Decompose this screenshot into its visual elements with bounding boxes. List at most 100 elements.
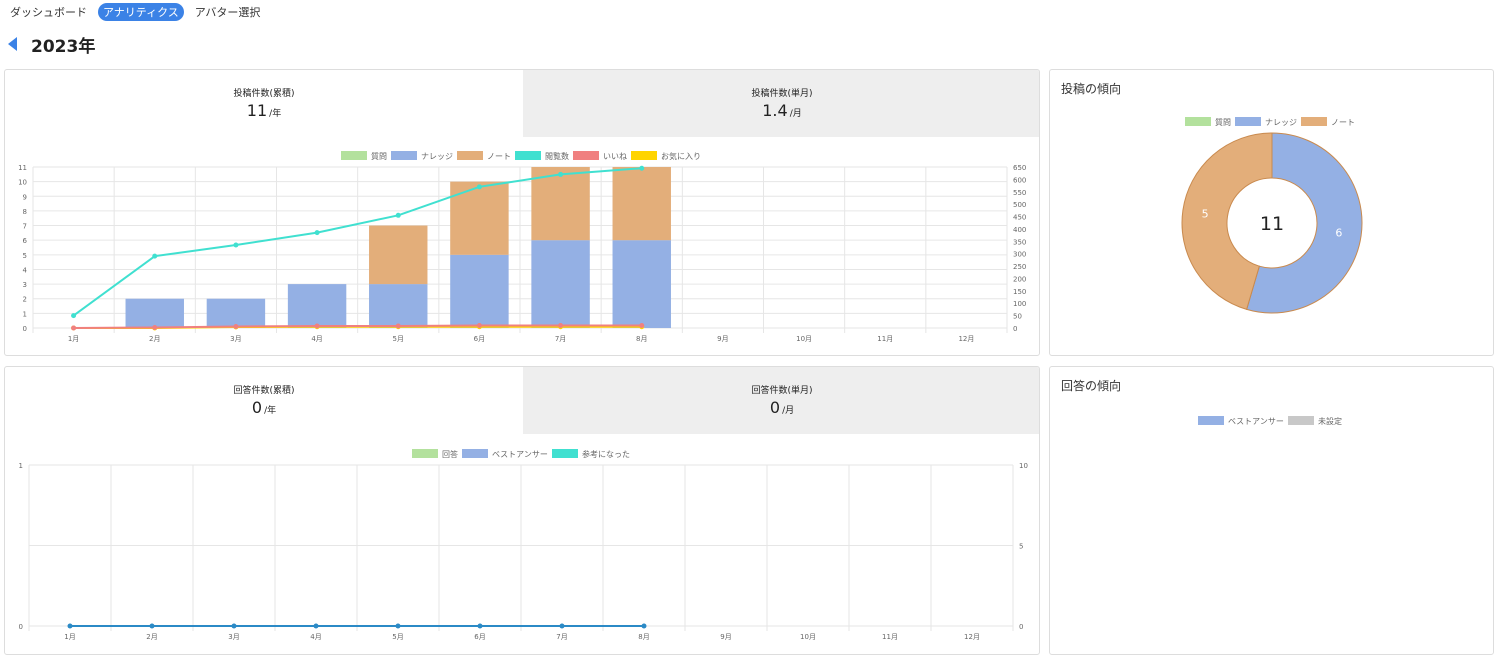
donut-slice-label-2: 6 xyxy=(1335,227,1342,240)
answers-monthly-stat: 回答件数(単月) 0/月 xyxy=(523,367,1039,434)
legend-answers-3-label: 参考になった xyxy=(582,449,630,459)
posts-y2axis-tick-13: 650 xyxy=(1013,164,1026,172)
answers-y2axis-tick-1: 5 xyxy=(1019,543,1023,551)
posts-point-series-5-7 xyxy=(558,323,564,329)
posts-cumulative-label: 投稿件数(累積) xyxy=(233,89,295,99)
donut-slice-3 xyxy=(1181,132,1273,310)
legend-posts-donut-3-swatch xyxy=(1301,117,1327,126)
posts-yaxis-tick-4: 4 xyxy=(23,266,28,274)
posts-yaxis-tick-8: 8 xyxy=(23,208,27,216)
donut-center-total: 11 xyxy=(1260,213,1284,235)
answers-point-series-3-1 xyxy=(67,623,73,629)
posts-y2axis-tick-6: 300 xyxy=(1013,251,1026,259)
answers-point-series-3-6 xyxy=(477,623,483,629)
posts-point-series-5-2 xyxy=(152,325,158,331)
tab-dashboard[interactable]: ダッシュボード xyxy=(10,6,87,19)
posts-yaxis-tick-0: 0 xyxy=(23,325,27,333)
posts-trend-title: 投稿の傾向 xyxy=(1061,82,1122,96)
legend-answers-donut-2-swatch xyxy=(1288,416,1314,425)
previous-year-arrow-icon[interactable] xyxy=(8,37,17,51)
posts-monthly-value: 1.4 xyxy=(762,101,788,120)
answers-chart-card: 回答件数(累積) 0/年 回答件数(単月) 0/月 0 1 0 5 10 1月 2月 3月 4月… xyxy=(4,366,1040,655)
posts-cumulative-value-row: 11/年 xyxy=(5,101,523,120)
answers-trend-donut-chart: ベストアンサー 未設定 xyxy=(1198,416,1342,426)
legend-posts-5-label: いいね xyxy=(603,152,627,161)
legend-posts-1-swatch xyxy=(341,151,367,160)
answers-point-series-3-2 xyxy=(149,623,155,629)
posts-bar-series-2-4 xyxy=(287,284,347,328)
page-title: 2023年 xyxy=(31,36,96,57)
answers-y2axis-tick-0: 0 xyxy=(1019,623,1023,631)
legend-posts-donut-1-label: 質問 xyxy=(1215,117,1231,127)
posts-yaxis-tick-11: 11 xyxy=(18,164,27,172)
posts-point-series-4-5 xyxy=(395,212,401,218)
posts-point-series-5-1 xyxy=(71,325,77,331)
posts-yaxis-tick-9: 9 xyxy=(23,193,27,201)
posts-y2axis-tick-12: 600 xyxy=(1013,176,1026,184)
posts-point-series-5-6 xyxy=(476,323,482,329)
posts-xaxis-tick-11: 11月 xyxy=(877,335,893,343)
answers-point-series-3-7 xyxy=(559,623,565,629)
posts-point-series-4-4 xyxy=(314,230,320,236)
answers-xaxis-tick-1: 1月 xyxy=(64,633,75,641)
posts-bar-series-3-5 xyxy=(369,225,428,285)
posts-xaxis-tick-4: 4月 xyxy=(311,335,322,343)
answers-xaxis-tick-12: 12月 xyxy=(964,633,980,641)
answers-yaxis-tick-1: 1 xyxy=(19,462,23,470)
posts-yaxis-tick-2: 2 xyxy=(23,296,27,304)
posts-bar-series-2-7 xyxy=(531,240,590,328)
legend-answers-1-swatch xyxy=(412,449,438,458)
legend-posts-4-label: 閲覧数 xyxy=(545,151,569,161)
answers-cumulative-value-row: 0/年 xyxy=(5,398,523,417)
posts-bar-series-2-5 xyxy=(369,284,428,328)
posts-bar-series-2-6 xyxy=(450,254,509,328)
posts-chart-card: 投稿件数(累積) 11/年 投稿件数(単月) 1.4/月 0 1 2 3 4 5 6 7 8 9 1… xyxy=(4,69,1040,356)
posts-point-series-4-3 xyxy=(233,242,239,248)
legend-answers-2-swatch xyxy=(462,449,488,458)
answers-xaxis-tick-2: 2月 xyxy=(146,633,157,641)
legend-posts-donut-1-swatch xyxy=(1185,117,1211,126)
posts-xaxis-tick-10: 10月 xyxy=(796,335,812,343)
posts-y2axis-tick-9: 450 xyxy=(1013,214,1026,222)
legend-posts-6-swatch xyxy=(631,151,657,160)
answers-point-series-3-5 xyxy=(395,623,401,629)
posts-point-series-4-7 xyxy=(558,171,564,177)
posts-cumulative-unit: /年 xyxy=(269,109,282,119)
legend-posts-2-swatch xyxy=(391,151,417,160)
posts-bar-series-3-8 xyxy=(612,167,671,241)
posts-cumulative-value: 11 xyxy=(246,101,268,120)
posts-bar-line-chart: 0 1 2 3 4 5 6 7 8 9 10 11 0 50 100 150 200 250 300 350 400 45… xyxy=(18,151,1026,343)
answers-xaxis-tick-7: 7月 xyxy=(556,633,567,641)
legend-posts-donut-2-label: ナレッジ xyxy=(1265,118,1297,127)
posts-yaxis-tick-6: 6 xyxy=(23,237,28,245)
donut-slice-2 xyxy=(1246,132,1363,314)
legend-posts-2-label: ナレッジ xyxy=(421,152,453,161)
posts-y2axis-tick-1: 50 xyxy=(1013,313,1022,321)
answers-trend-title: 回答の傾向 xyxy=(1061,379,1122,393)
tab-avatar-select[interactable]: アバター選択 xyxy=(194,6,261,19)
answers-xaxis-tick-9: 9月 xyxy=(720,633,731,641)
answers-xaxis-tick-3: 3月 xyxy=(228,633,239,641)
posts-yaxis-tick-3: 3 xyxy=(23,281,27,289)
posts-point-series-4-1 xyxy=(71,313,77,319)
posts-y2axis-tick-7: 350 xyxy=(1013,238,1026,246)
posts-xaxis-tick-6: 6月 xyxy=(474,335,485,343)
legend-answers-donut-1-swatch xyxy=(1198,416,1224,425)
answers-point-series-3-4 xyxy=(313,623,319,629)
posts-xaxis-tick-7: 7月 xyxy=(555,335,566,343)
answers-point-series-3-8 xyxy=(641,623,647,629)
posts-point-series-4-8 xyxy=(639,165,645,171)
posts-y2axis-tick-3: 150 xyxy=(1013,288,1026,296)
donut-slice-label-3: 5 xyxy=(1202,207,1209,220)
posts-bar-series-2-3 xyxy=(206,298,266,328)
answers-xaxis-tick-8: 8月 xyxy=(638,633,649,641)
posts-point-series-4-6 xyxy=(476,184,482,190)
posts-point-series-5-5 xyxy=(395,323,401,329)
tab-analytics[interactable]: アナリティクス xyxy=(98,3,184,21)
posts-yaxis-tick-7: 7 xyxy=(23,223,27,231)
posts-point-series-5-3 xyxy=(233,324,239,330)
answers-monthly-value-row: 0/月 xyxy=(523,398,1039,417)
posts-monthly-value-row: 1.4/月 xyxy=(523,101,1039,120)
answers-xaxis-tick-11: 11月 xyxy=(882,633,898,641)
